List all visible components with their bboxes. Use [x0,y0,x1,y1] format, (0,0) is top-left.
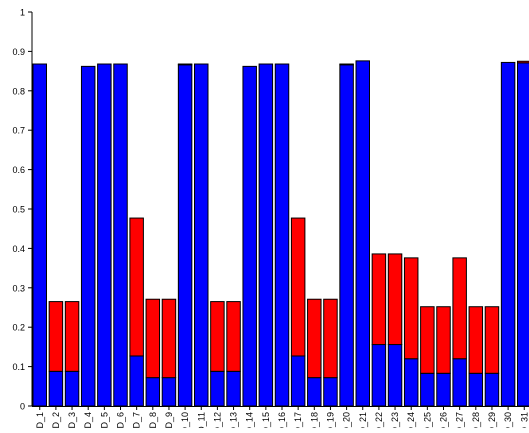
x-tick-label: D_27 [455,412,465,428]
bar-D_8-series-1 [146,378,160,406]
y-tick-label: 1 [20,8,25,18]
y-tick-label: 0.3 [12,283,25,293]
bar-D_4-series-1 [81,66,95,406]
bar-D_15-series-1 [259,64,273,406]
bar-D_25-series-2 [421,307,435,374]
y-tick-label: 0.6 [12,165,25,175]
bar-D_2-series-1 [49,371,63,406]
bar-D_22-series-1 [372,345,386,406]
bar-D_10-series-1 [178,65,192,406]
x-tick-label: D_8 [148,412,158,428]
y-tick-label: 0.4 [12,244,25,254]
bar-D_24-series-1 [404,359,418,406]
x-tick-label: D_9 [164,412,174,428]
bar-D_29-series-2 [485,307,499,374]
x-tick-label: D_12 [212,412,222,428]
y-tick-label: 0.1 [12,362,25,372]
bar-D_3-series-1 [65,371,79,406]
bar-D_12-series-1 [211,371,225,406]
bar-D_30-series-1 [501,62,514,406]
x-tick-label: D_29 [487,412,497,428]
x-tick-label: D_23 [390,412,400,428]
bar-D_20-series-2 [340,64,354,65]
bar-D_20-series-1 [340,65,354,406]
bar-D_17-series-1 [291,356,305,406]
bar-D_6-series-1 [114,64,128,406]
x-tick-label: D_16 [277,412,287,428]
x-tick-label: D_1 [35,412,45,428]
bar-D_5-series-1 [98,64,112,406]
bar-D_27-series-2 [453,258,467,359]
x-tick-label: D_26 [439,412,449,428]
y-tick-label: 0.2 [12,323,25,333]
x-tick-label: D_17 [293,412,303,428]
bar-D_17-series-2 [291,218,305,356]
y-tick-label: 0 [20,402,25,412]
x-tick-label: D_6 [116,412,126,428]
bar-D_18-series-2 [308,299,322,377]
x-tick-label: D_31 [519,412,529,428]
bar-D_27-series-1 [453,359,467,406]
bar-D_28-series-1 [469,373,483,406]
bar-D_3-series-2 [65,302,79,372]
x-tick-label: D_21 [358,412,368,428]
bar-D_28-series-2 [469,307,483,374]
x-tick-label: D_15 [261,412,271,428]
x-tick-label: D_4 [83,412,93,428]
y-tick-label: 0.9 [12,47,25,57]
bar-D_24-series-2 [404,258,418,359]
bar-D_19-series-1 [324,378,338,406]
x-tick-label: D_13 [229,412,239,428]
x-tick-label: D_28 [471,412,481,428]
bar-D_8-series-2 [146,299,160,377]
bar-D_7-series-2 [130,218,144,356]
x-tick-label: D_30 [503,412,513,428]
bar-D_9-series-2 [162,299,176,377]
x-tick-label: D_20 [342,412,352,428]
x-tick-label: D_19 [325,412,335,428]
bar-D_26-series-2 [437,307,451,374]
bars-layer [33,61,529,406]
bar-D_22-series-2 [372,254,386,345]
bar-D_7-series-1 [130,356,144,406]
x-tick-label: D_5 [99,412,109,428]
x-tick-label: D_24 [406,412,416,428]
bar-D_13-series-2 [227,302,241,372]
bar-D_23-series-1 [388,345,402,406]
bar-D_10-series-2 [178,64,192,65]
x-tick-label: D_10 [180,412,190,428]
bar-D_11-series-1 [195,64,209,406]
bar-D_23-series-2 [388,254,402,345]
bar-D_26-series-1 [437,373,451,406]
y-tick-label: 0.5 [12,205,25,215]
bar-D_2-series-2 [49,302,63,372]
bar-D_29-series-1 [485,373,499,406]
y-tick-label: 0.7 [12,126,25,136]
x-tick-label: D_2 [51,412,61,428]
y-tick-label: 0.8 [12,86,25,96]
bar-D_31-series-1 [518,63,529,406]
bar-D_16-series-1 [275,64,289,406]
x-tick-label: D_3 [67,412,77,428]
bar-D_12-series-2 [211,302,225,372]
x-tick-label: D_7 [132,412,142,428]
x-tick-label: D_18 [309,412,319,428]
bar-D_14-series-1 [243,66,257,406]
bar-D_25-series-1 [421,373,435,406]
bar-D_19-series-2 [324,299,338,377]
x-tick-label: D_11 [196,412,206,428]
bar-D_21-series-1 [356,61,370,406]
bar-D_1-series-1 [33,64,47,406]
x-tick-label: D_14 [245,412,255,428]
x-tick-label: D_25 [422,412,432,428]
bar-D_9-series-1 [162,378,176,406]
bar-D_31-series-2 [518,61,529,63]
bar-D_13-series-1 [227,371,241,406]
bar-D_18-series-1 [308,378,322,406]
x-tick-label: D_22 [374,412,384,428]
